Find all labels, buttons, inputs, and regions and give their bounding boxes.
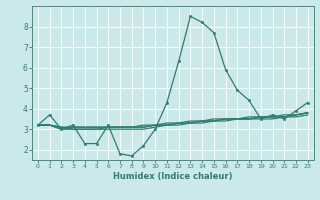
X-axis label: Humidex (Indice chaleur): Humidex (Indice chaleur) [113,172,233,181]
